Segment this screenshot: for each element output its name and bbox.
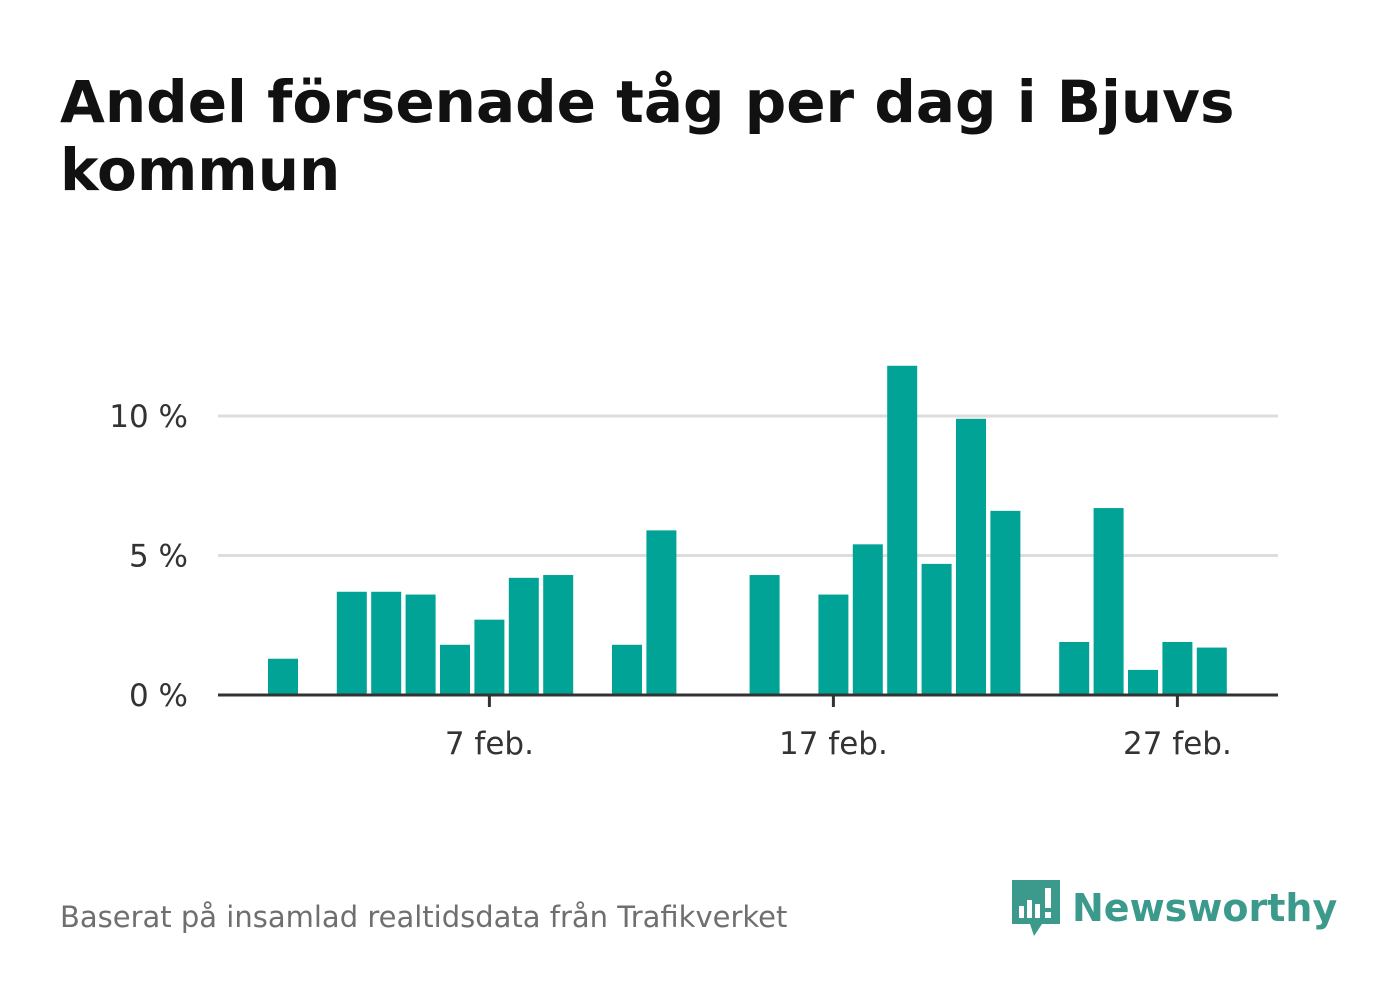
bar [612,644,642,695]
bar [371,591,402,695]
brand-name: Newsworthy [1072,886,1338,930]
bar [336,591,367,695]
x-tick-label: 7 feb. [445,726,534,762]
bar [921,563,952,695]
y-tick-label: 0 % [129,678,188,714]
bar [508,577,539,695]
source-caption: Baserat på insamlad realtidsdata från Tr… [60,900,788,934]
bar [1196,647,1227,695]
bar [405,594,436,695]
bar [1093,508,1124,695]
newsworthy-logo-icon [1012,880,1060,936]
bar [440,644,470,695]
bar [1059,641,1090,695]
bar [956,418,986,695]
bar [749,575,780,695]
bar [268,658,298,695]
bar [1128,669,1158,695]
x-tick-label: 17 feb. [779,726,888,762]
bar [887,365,918,695]
y-tick-label: 5 % [129,539,188,575]
bar [474,619,505,695]
bar [1162,641,1193,695]
y-tick-label: 10 % [109,399,188,435]
brand-logo: Newsworthy [1010,878,1337,938]
bar [818,594,849,695]
bar [852,544,883,695]
axes: 0 % 5 % 10 % 7 feb. 17 feb. 27 feb. [109,399,1278,762]
bar [990,510,1021,695]
bars [268,365,1227,695]
bar [543,575,574,695]
bar [646,530,677,695]
x-tick-label: 27 feb. [1123,726,1232,762]
chart-title: Andel försenade tåg per dag i Bjuvs komm… [60,68,1235,204]
